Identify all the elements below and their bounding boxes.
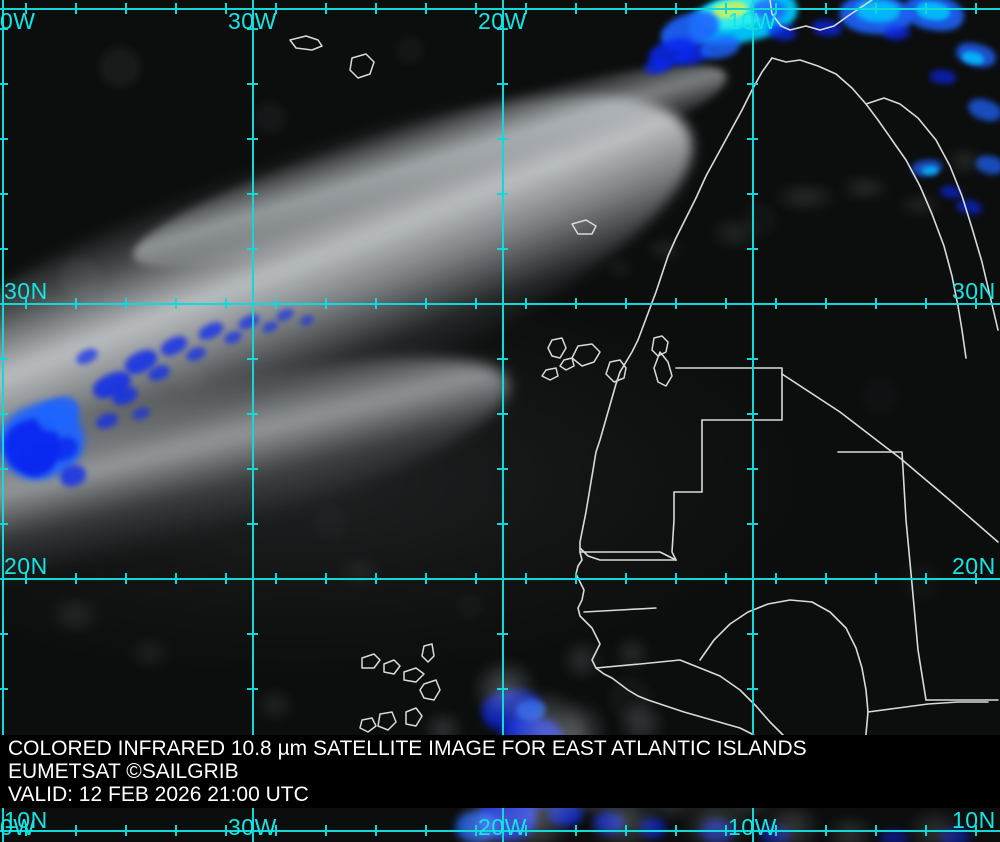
border-western-sahara-east bbox=[701, 373, 783, 421]
convective-cloud-puff bbox=[640, 240, 690, 258]
convective-cloud-puff bbox=[940, 150, 990, 172]
caption-valid: VALID: 12 FEB 2026 21:00 UTC bbox=[8, 783, 309, 806]
border-burkina bbox=[867, 701, 989, 713]
coastline-morocco-atlantic bbox=[619, 57, 773, 373]
island-boa-vista bbox=[419, 679, 441, 701]
coastline-iberia bbox=[769, 0, 873, 31]
border-mauritania-north bbox=[671, 419, 703, 561]
convective-cloud-puff bbox=[900, 812, 970, 842]
border-guinea-south bbox=[719, 675, 785, 737]
border-guinea-mali bbox=[699, 599, 813, 661]
caption-bar: COLORED INFRARED 10.8 µm SATELLITE IMAGE… bbox=[0, 735, 1000, 808]
island-fogo bbox=[359, 717, 377, 733]
island-tenerife bbox=[571, 343, 601, 367]
caption-source: EUMETSAT ©SAILGRIB bbox=[8, 760, 239, 783]
island-lanzarote bbox=[651, 335, 669, 357]
convective-cloud-puff bbox=[700, 220, 770, 246]
coastline-morocco-north bbox=[771, 57, 967, 359]
island-sao-nicolau bbox=[403, 667, 425, 683]
border-morocco-algeria bbox=[865, 97, 999, 331]
border-mauritania-south bbox=[579, 547, 677, 561]
island-porto-santo bbox=[349, 53, 375, 79]
island-santo-antao bbox=[361, 653, 381, 669]
island-madeira bbox=[289, 35, 323, 51]
island-el-hierro bbox=[541, 367, 559, 381]
convective-cloud-puff bbox=[756, 806, 826, 842]
caption-title: COLORED INFRARED 10.8 µm SATELLITE IMAGE… bbox=[8, 737, 807, 760]
island-sao-vicente bbox=[383, 659, 401, 675]
convective-cloud-puff bbox=[830, 178, 900, 198]
border-mali-diagonal bbox=[781, 373, 999, 543]
island-maio bbox=[405, 707, 423, 727]
convective-cloud-puff bbox=[890, 196, 950, 214]
island-fuerteventura bbox=[653, 351, 673, 387]
convective-cloud-puff bbox=[560, 640, 604, 680]
convective-cloud-puff bbox=[120, 640, 180, 666]
convective-cloud-puff bbox=[600, 260, 640, 276]
border-gambia bbox=[583, 607, 657, 613]
border-western-sahara-north bbox=[675, 367, 783, 375]
border-senegal-guinea bbox=[595, 659, 721, 677]
island-la-palma bbox=[547, 337, 567, 359]
convective-cloud-puff bbox=[760, 186, 850, 208]
island-sal bbox=[421, 643, 435, 663]
border-mali-west bbox=[837, 451, 927, 701]
convective-cloud-puff bbox=[470, 660, 540, 720]
island-selvagens bbox=[571, 219, 597, 235]
cold-cloud-cell bbox=[880, 830, 908, 842]
border-senegal bbox=[579, 551, 677, 561]
convective-cloud-puff bbox=[40, 600, 110, 630]
island-gran-canaria bbox=[605, 359, 627, 383]
convective-cloud-puff bbox=[330, 560, 390, 584]
island-santiago bbox=[377, 711, 397, 731]
island-la-gomera bbox=[559, 357, 575, 371]
convective-cloud-puff bbox=[250, 690, 300, 720]
border-ivory-coast bbox=[811, 601, 869, 757]
